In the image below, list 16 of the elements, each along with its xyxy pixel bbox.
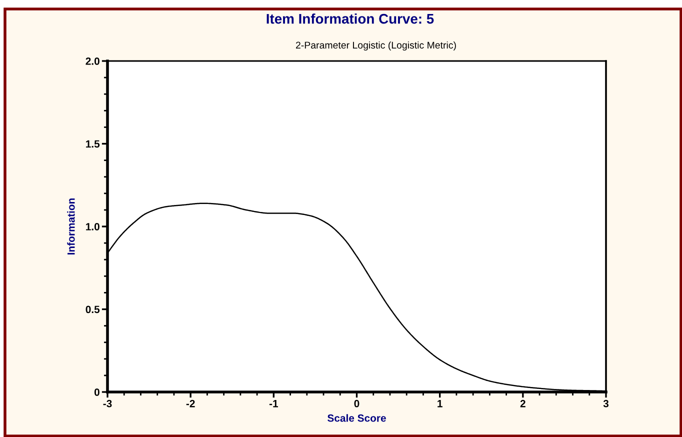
y-tick-label: 2.0 xyxy=(86,58,100,65)
x-axis-title: Scale Score xyxy=(328,414,386,422)
x-tick-label: 0 xyxy=(354,400,360,408)
x-tick-label: 1 xyxy=(438,400,442,408)
x-tick-label: -1 xyxy=(269,400,278,408)
x-tick-label: -3 xyxy=(103,400,112,408)
y-axis-title: Information xyxy=(67,198,75,254)
y-tick-label: 1.5 xyxy=(86,140,100,148)
y-tick-label: 0.5 xyxy=(86,306,100,314)
x-tick-label: 2 xyxy=(520,400,526,408)
y-tick-label: 1.0 xyxy=(86,223,100,230)
y-tick-label: 0 xyxy=(94,388,100,396)
chart-subtitle: 2-Parameter Logistic (Logistic Metric) xyxy=(296,41,456,51)
x-tick-label: 3 xyxy=(603,400,609,408)
chart-title: Item Information Curve: 5 xyxy=(266,14,434,24)
x-tick-label: -2 xyxy=(186,400,195,408)
